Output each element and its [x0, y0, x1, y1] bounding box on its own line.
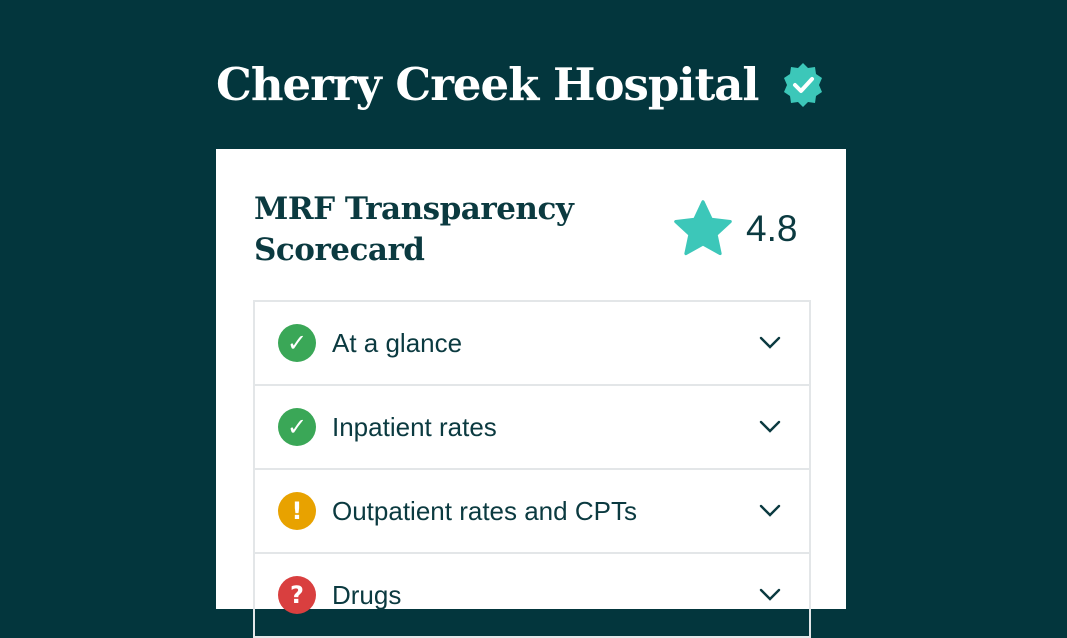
accordion-item-label: At a glance [332, 327, 463, 358]
accordion-item-label: Drugs [332, 579, 402, 610]
chevron-down-icon[interactable] [759, 420, 781, 434]
scorecard-card: MRF Transparency Scorecard 4.8 ✓ At a gl… [216, 149, 846, 638]
warning-status-icon: ! [278, 492, 316, 530]
rating: 4.8 [670, 197, 797, 261]
chevron-down-icon[interactable] [759, 336, 781, 350]
chevron-down-icon[interactable] [759, 504, 781, 518]
check-status-icon: ✓ [278, 408, 316, 446]
accordion-item-drugs[interactable]: ? Drugs [255, 554, 809, 638]
rating-value: 4.8 [746, 208, 798, 249]
accordion-item-inpatient-rates[interactable]: ✓ Inpatient rates [255, 386, 809, 470]
scorecard-accordion: ✓ At a glance ✓ Inpatient rates ! Outpat… [253, 300, 811, 638]
accordion-item-label: Outpatient rates and CPTs [332, 495, 637, 526]
star-icon [674, 200, 732, 256]
chevron-down-icon[interactable] [759, 588, 781, 602]
verified-badge-icon [783, 62, 822, 107]
unknown-status-icon: ? [278, 576, 316, 614]
check-status-icon: ✓ [278, 324, 316, 362]
accordion-item-label: Inpatient rates [332, 411, 497, 442]
hospital-title: Cherry Creek Hospital [216, 58, 827, 111]
accordion-item-outpatient-rates-and-cpts[interactable]: ! Outpatient rates and CPTs [255, 470, 809, 554]
scorecard-title: MRF Transparency Scorecard [254, 191, 574, 268]
accordion-item-at-a-glance[interactable]: ✓ At a glance [255, 302, 809, 386]
hospital-name: Cherry Creek Hospital [216, 58, 759, 111]
